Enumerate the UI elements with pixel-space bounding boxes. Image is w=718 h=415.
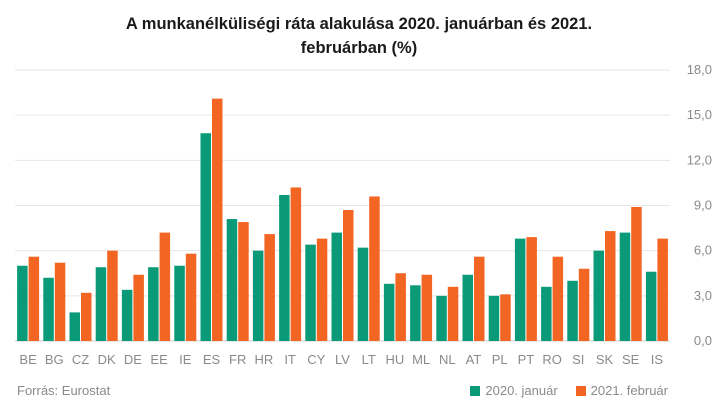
x-tick-label-cz: CZ — [72, 352, 89, 367]
x-tick-label-sk: SK — [596, 352, 614, 367]
x-tick-label-it: IT — [284, 352, 296, 367]
bar-dk-2021 — [107, 250, 118, 341]
y-tick-label: 12,0 — [687, 152, 712, 167]
bar-ml-2021 — [421, 274, 433, 341]
bar-bg-2020 — [43, 277, 54, 341]
legend-swatch-2020 — [470, 385, 481, 396]
x-tick-label-hu: HU — [386, 352, 405, 367]
bar-es-2021 — [212, 98, 223, 341]
x-tick-label-ro: RO — [542, 352, 562, 367]
bar-sk-2021 — [605, 231, 616, 341]
bar-cy-2020 — [305, 244, 316, 341]
bar-hu-2020 — [383, 283, 395, 341]
bar-es-2020 — [200, 133, 211, 341]
bar-be-2020 — [17, 265, 28, 341]
bar-at-2021 — [474, 256, 485, 341]
source-note: Forrás: Eurostat — [17, 383, 111, 398]
bar-nl-2021 — [447, 286, 459, 341]
y-tick-label: 18,0 — [687, 62, 712, 77]
legend-item-2020: 2020. január — [470, 383, 558, 398]
bar-pt-2020 — [514, 238, 526, 341]
bar-dk-2020 — [95, 267, 107, 341]
bar-bg-2021 — [54, 262, 66, 341]
chart-title: A munkanélküliségi ráta alakulása 2020. … — [0, 12, 718, 60]
bar-ee-2020 — [148, 267, 159, 341]
legend-label-2020: 2020. január — [485, 383, 558, 398]
x-tick-label-nl: NL — [439, 352, 456, 367]
x-tick-label-hr: HR — [255, 352, 274, 367]
x-tick-label-pt: PT — [518, 352, 535, 367]
bar-pl-2020 — [488, 295, 500, 341]
y-tick-label: 6,0 — [694, 243, 712, 258]
bar-ro-2020 — [541, 286, 552, 341]
bar-is-2020 — [645, 271, 657, 341]
x-tick-label-cy: CY — [307, 352, 325, 367]
x-tick-label-es: ES — [203, 352, 221, 367]
bar-fr-2021 — [238, 222, 249, 341]
x-tick-label-ml: ML — [412, 352, 430, 367]
bar-pt-2021 — [526, 237, 537, 341]
bar-sk-2020 — [593, 250, 604, 341]
bar-it-2020 — [279, 194, 290, 341]
bar-nl-2020 — [436, 295, 447, 341]
bar-fr-2020 — [226, 219, 238, 341]
legend: 2020. január 2021. február — [470, 383, 668, 398]
x-tick-label-ee: EE — [150, 352, 168, 367]
bar-at-2020 — [462, 274, 473, 341]
x-tick-label-bg: BG — [45, 352, 64, 367]
bar-it-2021 — [290, 187, 302, 341]
bar-hr-2021 — [264, 234, 275, 341]
bar-hr-2020 — [252, 250, 264, 341]
bar-be-2021 — [28, 256, 40, 341]
bar-se-2020 — [619, 232, 631, 341]
bar-ee-2021 — [159, 232, 171, 341]
x-tick-label-si: SI — [572, 352, 584, 367]
chart-title-line1: A munkanélküliségi ráta alakulása 2020. … — [125, 15, 593, 33]
x-tick-label-pl: PL — [492, 352, 508, 367]
x-tick-label-lt: LT — [362, 352, 376, 367]
bar-lv-2020 — [331, 232, 342, 341]
x-tick-label-is: IS — [651, 352, 664, 367]
x-tick-label-at: AT — [466, 352, 482, 367]
bar-de-2020 — [121, 289, 133, 341]
x-tick-label-lv: LV — [335, 352, 350, 367]
legend-item-2021: 2021. február — [575, 383, 668, 398]
bar-is-2021 — [657, 238, 668, 341]
bar-lv-2021 — [343, 210, 354, 341]
bar-de-2021 — [133, 274, 144, 341]
y-tick-label: 9,0 — [694, 198, 712, 213]
bar-lt-2020 — [357, 247, 369, 341]
legend-label-2021: 2021. február — [590, 383, 668, 398]
bar-ie-2021 — [185, 253, 197, 341]
bar-ml-2020 — [410, 285, 421, 341]
bar-cz-2021 — [81, 292, 92, 341]
bar-se-2021 — [631, 207, 642, 341]
bar-pl-2021 — [500, 294, 511, 341]
bar-si-2021 — [578, 268, 590, 341]
x-tick-label-dk: DK — [98, 352, 116, 367]
bar-cz-2020 — [69, 312, 80, 341]
y-tick-label: 15,0 — [687, 107, 712, 122]
bar-si-2020 — [567, 280, 578, 341]
chart-title-line2: februárban (%) — [300, 39, 418, 57]
x-tick-label-de: DE — [124, 352, 142, 367]
bar-lt-2021 — [369, 196, 380, 341]
y-tick-label: 0,0 — [694, 333, 712, 348]
bar-hu-2021 — [395, 273, 406, 341]
x-tick-label-fr: FR — [229, 352, 246, 367]
bar-ro-2021 — [552, 256, 564, 341]
x-tick-label-se: SE — [622, 352, 640, 367]
y-tick-label: 3,0 — [694, 288, 712, 303]
legend-swatch-2021 — [575, 385, 586, 396]
x-tick-label-be: BE — [19, 352, 37, 367]
bar-cy-2021 — [316, 238, 328, 341]
bar-ie-2020 — [174, 265, 185, 341]
x-tick-label-ie: IE — [179, 352, 192, 367]
